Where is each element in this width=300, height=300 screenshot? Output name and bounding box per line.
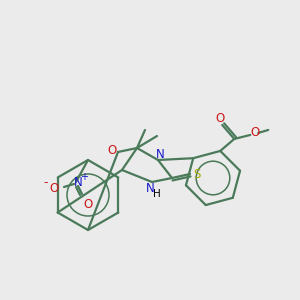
Text: O: O [83,199,93,212]
Text: S: S [193,167,201,181]
Text: +: + [80,172,88,182]
Text: H: H [153,189,161,199]
Text: -: - [44,176,48,190]
Text: O: O [107,143,117,157]
Text: N: N [156,148,164,161]
Text: O: O [216,112,225,125]
Text: N: N [74,176,82,190]
Text: N: N [146,182,154,196]
Text: O: O [50,182,58,194]
Text: O: O [250,127,260,140]
